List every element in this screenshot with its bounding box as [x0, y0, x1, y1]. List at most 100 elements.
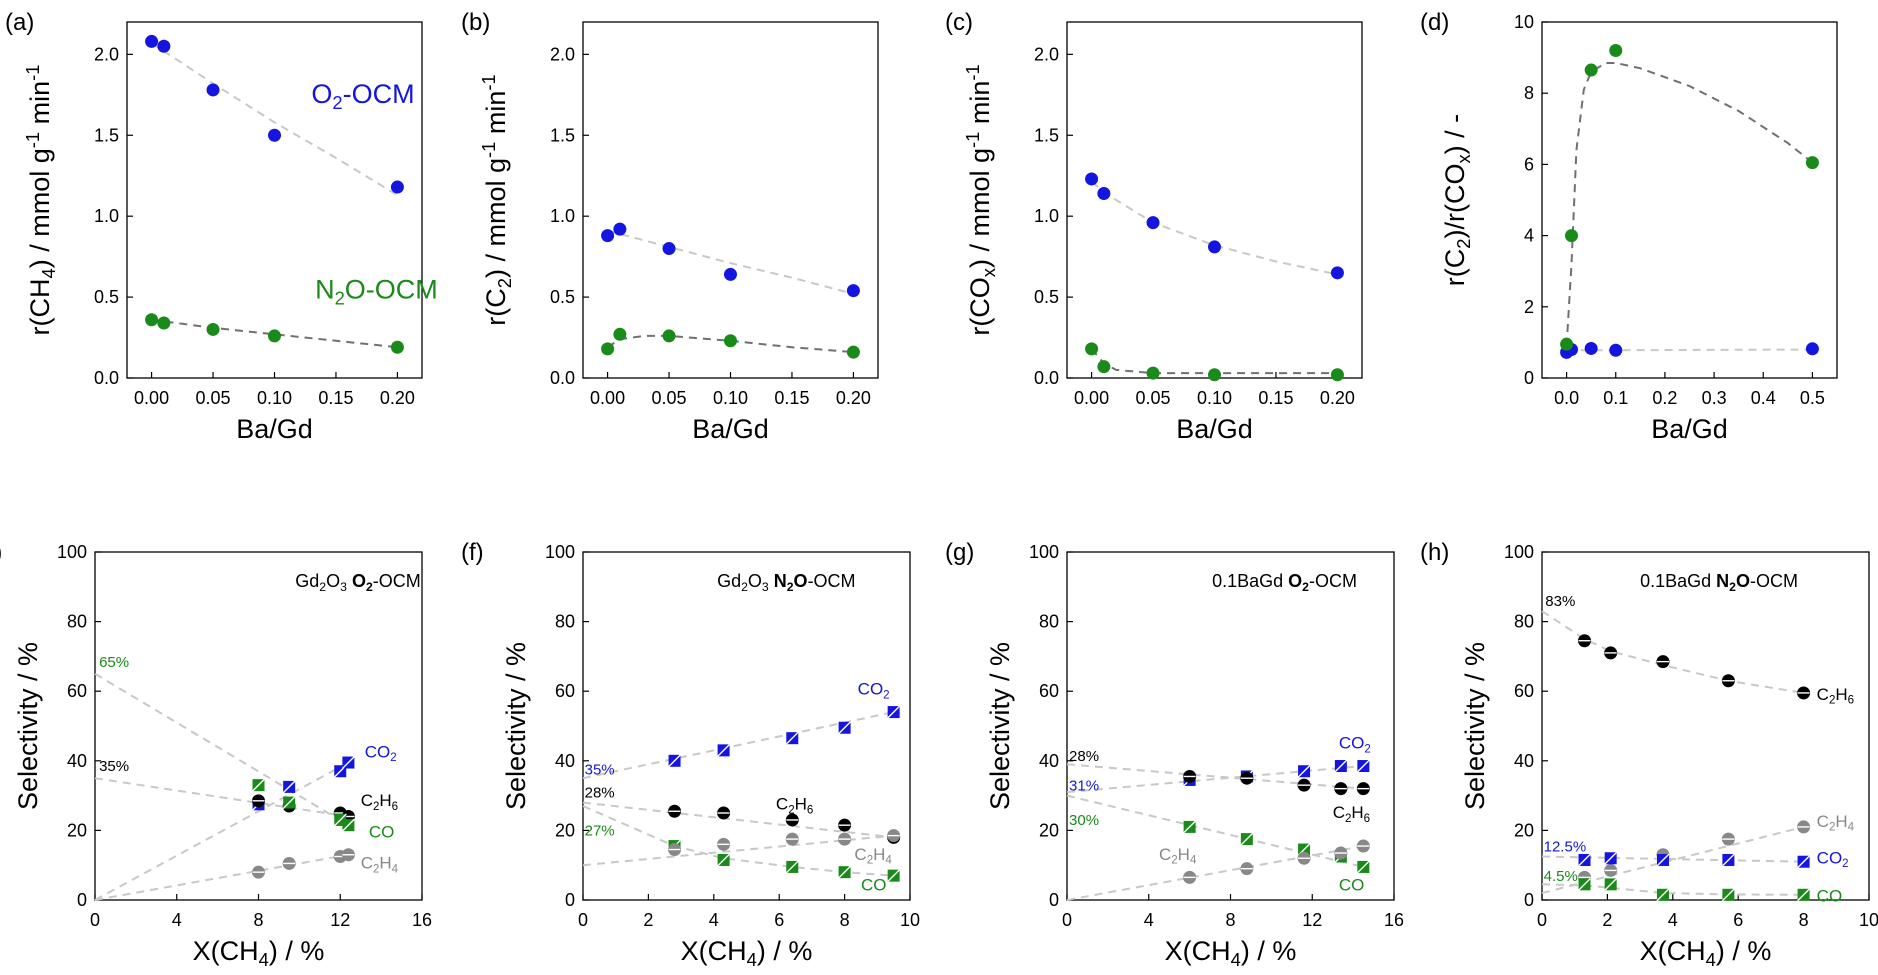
- panel-title-bold-part: N: [1716, 571, 1729, 591]
- data-point-circle: [1805, 342, 1819, 356]
- fit-line-0: [94, 761, 349, 901]
- panel-title-bold-part: 2: [1729, 580, 1736, 594]
- x-tick-label: 8: [1225, 910, 1235, 930]
- x-axis-title-part: Ba/Gd: [236, 414, 313, 444]
- y-axis-title-part: ) / mmol g: [481, 158, 511, 278]
- y-axis-title-part: min: [965, 81, 995, 132]
- y-tick-label: 10: [1514, 12, 1534, 32]
- y-axis-title-group: Selectivity / %: [985, 642, 1015, 810]
- marker-stripe: [838, 721, 852, 735]
- fit-line-3: [1066, 845, 1364, 901]
- marker-stripe: [717, 853, 731, 867]
- panel-title: 0.1BaGd N2O-OCM: [1640, 571, 1798, 594]
- series-label-part: H: [1178, 845, 1190, 864]
- data-point-circle: [662, 242, 676, 256]
- data-point-circle: [601, 229, 615, 243]
- panel-title-part: O: [748, 571, 762, 591]
- data-point-circle: [846, 284, 860, 298]
- intercept-note: 28%: [1069, 748, 1099, 765]
- data-point-circle: [268, 329, 281, 343]
- series-label-part: C: [361, 791, 373, 810]
- intercept-note-part: 31%: [1069, 777, 1099, 794]
- y-axis-title-part: )/r(CO: [1440, 164, 1470, 239]
- series-label: N2O-OCM: [315, 275, 438, 309]
- fit-line-3: [94, 853, 349, 901]
- x-tick-label: 0.00: [134, 388, 169, 408]
- marker-stripe: [887, 869, 901, 883]
- panel-title-tail: -OCM: [1309, 571, 1357, 591]
- x-axis-title-part: ) / %: [1241, 936, 1297, 966]
- marker-stripe: [1240, 832, 1254, 846]
- y-tick-label: 80: [1514, 612, 1534, 632]
- y-tick-label: 1.5: [550, 125, 575, 145]
- data-point-circle: [1085, 172, 1099, 186]
- intercept-note-part: 28%: [585, 784, 615, 801]
- series-label: CO: [1817, 887, 1843, 906]
- x-tick-label: 12: [1302, 910, 1322, 930]
- y-tick-label: 60: [1039, 681, 1059, 701]
- data-point-circle: [1805, 156, 1819, 170]
- x-axis-title-part: Ba/Gd: [1176, 414, 1253, 444]
- panel-title-part: 0.1BaGd: [1212, 571, 1288, 591]
- panel-title-bold-part: O: [1736, 571, 1750, 591]
- y-axis-title-part: ) / mmol g: [965, 148, 995, 268]
- x-tick-label: 0.15: [318, 388, 353, 408]
- y-tick-label: 60: [67, 681, 87, 701]
- y-axis-title: r(COx) / mmol g-1 min-1: [962, 64, 999, 335]
- marker-stripe: [717, 743, 731, 757]
- y-tick-label: 100: [1504, 542, 1534, 562]
- y-tick-label: 40: [67, 751, 87, 771]
- y-axis-title-part: Selectivity / %: [13, 642, 43, 810]
- intercept-note: 65%: [99, 654, 129, 671]
- axes-frame: [1066, 21, 1363, 379]
- series-label: CO: [369, 822, 395, 841]
- y-axis-title-part: -1: [478, 74, 499, 90]
- y-tick-label: 0.0: [94, 368, 119, 388]
- y-tick-label: 1.0: [94, 206, 119, 226]
- y-tick-label: 2.0: [1034, 44, 1059, 64]
- fit-line-1: [94, 777, 349, 818]
- y-tick-label: 100: [545, 542, 575, 562]
- x-tick-label: 8: [840, 910, 850, 930]
- data-point-circle: [601, 342, 615, 356]
- series-label-part: 2: [1345, 813, 1351, 825]
- intercept-note: 83%: [1545, 593, 1575, 610]
- panel-title: 0.1BaGd O2-OCM: [1212, 571, 1357, 594]
- data-point-circle: [662, 329, 676, 343]
- panel-title-part: 3: [762, 580, 769, 594]
- data-point-circle: [157, 39, 171, 53]
- intercept-note-part: 35%: [585, 762, 615, 779]
- x-tick-label: 6: [774, 910, 784, 930]
- series-label: C2H6: [1333, 803, 1370, 825]
- series-label: C2H4: [1817, 812, 1855, 834]
- intercept-note: 28%: [585, 784, 615, 801]
- x-tick-label: 0.20: [836, 388, 871, 408]
- data-point-circle: [1330, 368, 1344, 382]
- marker-stripe: [252, 778, 265, 792]
- intercept-note-part: 30%: [1069, 812, 1099, 829]
- x-tick-label: 4: [1144, 910, 1154, 930]
- panel-title: Gd2O3 O2-OCM: [295, 571, 421, 594]
- y-axis-title-part: x: [978, 268, 999, 277]
- y-tick-label: 0.0: [1034, 368, 1059, 388]
- marker-stripe: [341, 756, 355, 770]
- marker-stripe: [887, 705, 901, 719]
- panel-c: (c) 0.00 0.05 0.10 0.15 0.20 0.0 0.5 1.0 1.5 2.0 Ba…: [945, 9, 1363, 444]
- y-axis-title-part: min: [25, 81, 55, 132]
- axes-frame: [94, 551, 423, 901]
- y-axis-title: r(CH4) / mmol g-1 min-1: [22, 65, 59, 336]
- y-tick-label: 0.5: [550, 287, 575, 307]
- panel-title-part: O: [326, 571, 340, 591]
- series-label: CO: [861, 875, 887, 894]
- marker-stripe: [1721, 888, 1735, 902]
- fit-line-0: [607, 229, 854, 295]
- marker-stripe: [1604, 877, 1618, 891]
- fit-line-1: [1066, 763, 1364, 790]
- x-axis-title: Ba/Gd: [1176, 414, 1253, 444]
- panel-letter: (h): [1420, 539, 1449, 566]
- x-axis-title-part: 4: [1231, 949, 1241, 970]
- series-label-part: 2: [1171, 855, 1177, 867]
- x-axis-title-part: ) / %: [269, 936, 325, 966]
- marker-stripe: [668, 754, 682, 768]
- series-label: CO2: [1339, 734, 1371, 756]
